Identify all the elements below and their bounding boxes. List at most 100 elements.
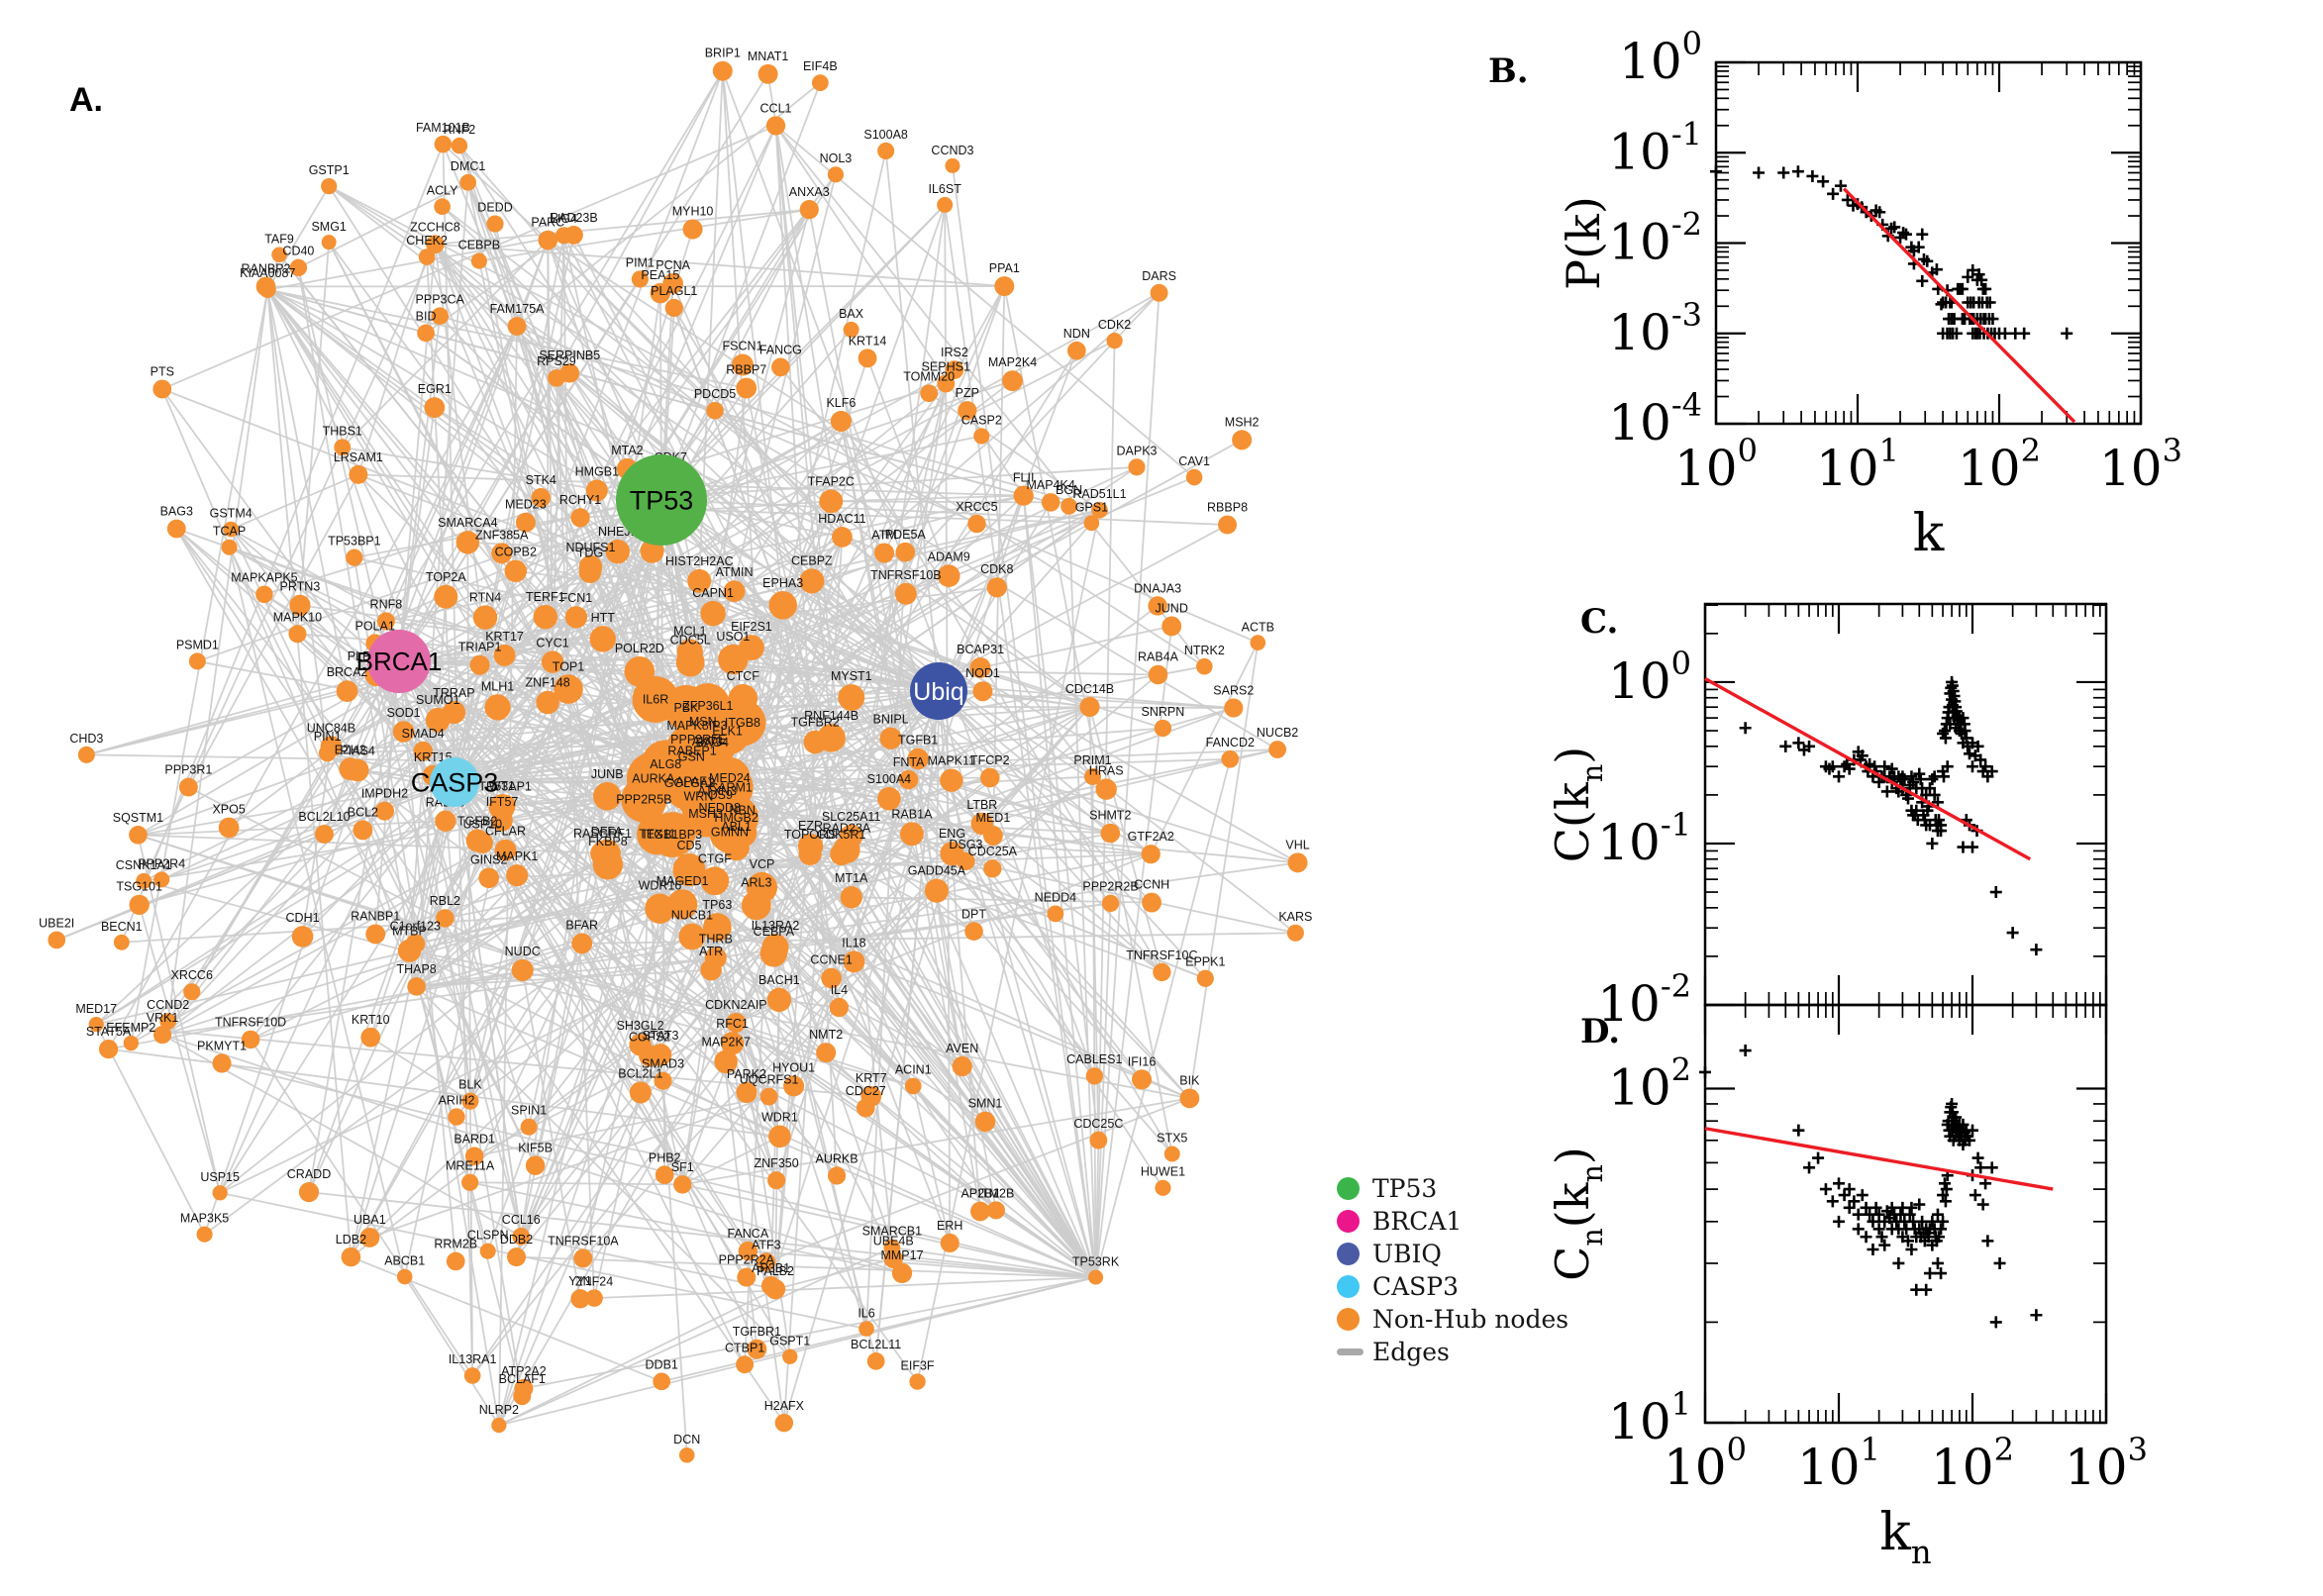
network-node [113,934,130,950]
network-node [624,656,656,687]
node-label: S100A8 [863,128,908,142]
node-label: GSTM4 [210,507,252,521]
node-label: EFEMP2 [106,1021,155,1035]
node-label: MTA2 [611,444,643,457]
fit-line [1842,187,2076,424]
data-point [1791,165,1804,178]
network-node [314,825,334,844]
network-edge [952,165,1097,1278]
network-node [924,878,949,903]
network-node [255,276,276,297]
network-node [856,1098,875,1118]
panel-label-b: B. [1488,51,1529,91]
node-label: UBE2I [39,917,74,931]
network-node [359,1228,380,1247]
tick-label: 10-4 [1608,386,1702,451]
network-node [77,746,95,763]
network-node [88,1017,104,1033]
network-edge [297,633,1234,709]
network-node [673,1175,692,1194]
node-label: RANBP1 [351,910,400,924]
data-point [2006,927,2019,940]
node-label: FLII [1013,471,1035,485]
node-label: SQSTM1 [113,811,163,825]
network-edge [369,1095,769,1239]
network-node [507,1247,527,1267]
node-label: ARL3 [741,875,771,889]
node-label: MYST1 [831,669,872,683]
network-edge [454,466,1138,783]
data-point [1843,762,1856,775]
network-node [700,600,726,627]
node-label: HUWE1 [1141,1165,1185,1179]
network-node [803,730,828,754]
node-label: MAPK1 [496,849,538,863]
network-node [639,1045,661,1067]
data-point [1856,749,1868,762]
node-labels-layer: TP53RKKIAA0087THAP8CDC14BNLRP2EPHA3TP53A… [39,47,1312,1446]
node-label: SOD1 [387,706,421,720]
node-label: KIAA0087 [240,266,295,280]
data-point [1983,296,1996,309]
node-label: STX5 [1157,1131,1187,1145]
node-label: THRB [699,933,733,947]
network-edge [706,741,1097,1278]
data-point [2030,1309,2043,1322]
node-label: SMARCB1 [862,1225,922,1239]
node-label: TRRAP [433,686,474,700]
network-node [1141,845,1161,864]
hub-node-casp3 [430,757,479,807]
network-node [425,707,451,733]
network-node [221,539,238,555]
node-label: CAV1 [1178,454,1210,468]
network-node [298,1182,320,1203]
network-node [877,142,895,159]
data-point [1806,169,1819,182]
data-point [1939,1195,1952,1208]
network-node [1002,370,1023,392]
network-node [129,826,148,845]
network-node [1232,430,1253,450]
node-label: EZR [798,819,823,833]
network-node [1041,493,1060,512]
data-point [1843,1183,1856,1196]
network-edge [228,499,662,829]
node-label: HMGB1 [575,464,620,478]
network-edge [486,763,667,1251]
network-node [446,1251,465,1271]
network-node [129,894,150,916]
node-label: ZNF350 [755,1156,799,1170]
network-edge [266,288,986,1123]
network-node [830,410,852,433]
node-label: SMARCA4 [438,516,497,530]
node-label: UBE4B [873,1235,914,1248]
network-node [937,374,956,393]
network-node [559,363,580,383]
network-node [720,1032,745,1055]
network-edge [408,664,481,951]
network-node [407,977,426,996]
network-edge [727,730,966,862]
node-label: PIAS4 [340,745,374,758]
data-point [1833,1177,1845,1190]
data-point [1913,1198,1926,1211]
network-edge [455,834,673,1118]
data-point [1926,1215,1939,1228]
network-node [1155,1179,1171,1196]
hub-node-ubiq [910,662,967,720]
network-node [799,568,825,594]
node-label: CDKN2AIP [705,998,767,1012]
data-point [1935,1267,1948,1280]
network-node [183,983,201,1001]
network-node [564,606,588,629]
hub-label: BRCA1 [356,647,443,676]
network-node [585,479,608,502]
data-point [1812,1151,1825,1164]
node-label: BLK [458,1078,482,1092]
network-edge [735,847,1097,1278]
node-label: MRE11A [446,1159,495,1173]
network-edge [435,243,1005,287]
network-node [1085,1067,1103,1085]
network-node [448,1108,465,1126]
network-node [1060,497,1078,515]
